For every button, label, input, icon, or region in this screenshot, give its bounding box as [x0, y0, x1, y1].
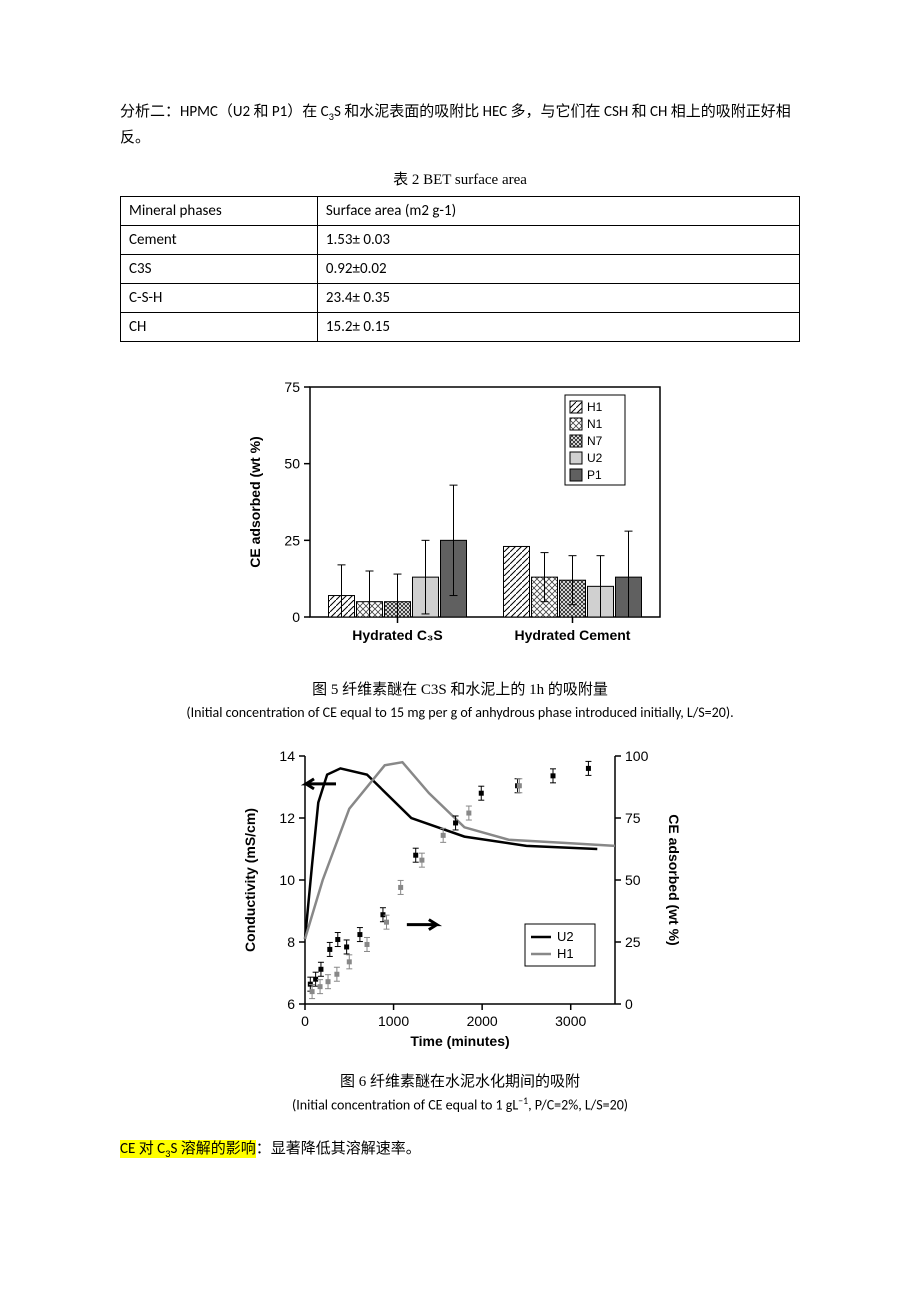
table-cell: C-S-H	[121, 283, 318, 312]
svg-text:25: 25	[284, 532, 300, 548]
svg-text:6: 6	[287, 996, 295, 1012]
svg-text:8: 8	[287, 934, 295, 950]
svg-text:2000: 2000	[467, 1013, 498, 1029]
highlighted-paragraph: CE 对 C3S 溶解的影响：显著降低其溶解速率。	[120, 1137, 800, 1163]
figure-6: 6810121402550751000100020003000Time (min…	[120, 744, 800, 1062]
table-row: C3S 0.92±0.02	[121, 254, 800, 283]
svg-text:H1: H1	[557, 946, 574, 961]
table-cell: 15.2± 0.15	[317, 312, 799, 341]
svg-text:0: 0	[625, 996, 633, 1012]
svg-text:14: 14	[279, 748, 295, 764]
svg-text:CE adsorbed (wt %): CE adsorbed (wt %)	[247, 436, 263, 567]
fig5-subcaption: (Initial concentration of CE equal to 15…	[120, 702, 800, 724]
table-cell: 0.92±0.02	[317, 254, 799, 283]
svg-text:50: 50	[625, 872, 641, 888]
table-cell: C3S	[121, 254, 318, 283]
fig5-caption: 图 5 纤维素醚在 C3S 和水泥上的 1h 的吸附量	[120, 678, 800, 702]
svg-text:0: 0	[292, 609, 300, 625]
svg-text:N7: N7	[587, 434, 603, 448]
svg-text:Conductivity (mS/cm): Conductivity (mS/cm)	[242, 808, 258, 952]
table-cell: Surface area (m2 g-1)	[317, 196, 799, 225]
svg-text:3000: 3000	[555, 1013, 586, 1029]
svg-text:100: 100	[625, 748, 649, 764]
svg-text:CE adsorbed (wt %): CE adsorbed (wt %)	[666, 814, 682, 945]
svg-text:10: 10	[279, 872, 295, 888]
table-cell: 1.53± 0.03	[317, 225, 799, 254]
para1-a: 分析二：HPMC（U2 和 P1）在 C	[120, 103, 329, 121]
svg-text:U2: U2	[557, 929, 574, 944]
svg-text:U2: U2	[587, 451, 603, 465]
table-cell: 23.4± 0.35	[317, 283, 799, 312]
table-row: Mineral phases Surface area (m2 g-1)	[121, 196, 800, 225]
svg-text:H1: H1	[587, 400, 603, 414]
svg-text:12: 12	[279, 810, 295, 826]
svg-text:75: 75	[284, 379, 300, 395]
figure-5: 0 25 50 75 CE adsorbed (wt %) Hydrated C₃S Hyd…	[120, 372, 800, 670]
svg-text:P1: P1	[587, 468, 602, 482]
table-caption: 表 2 BET surface area	[120, 168, 800, 192]
svg-text:0: 0	[301, 1013, 309, 1029]
table-row: C-S-H 23.4± 0.35	[121, 283, 800, 312]
table-row: CH 15.2± 0.15	[121, 312, 800, 341]
svg-text:Hydrated Cement: Hydrated Cement	[515, 627, 631, 643]
svg-text:Hydrated C₃S: Hydrated C₃S	[352, 627, 443, 643]
svg-text:75: 75	[625, 810, 641, 826]
fig6-subcaption: (Initial concentration of CE equal to 1 …	[120, 1094, 800, 1117]
svg-text:50: 50	[284, 455, 300, 471]
analysis-paragraph: 分析二：HPMC（U2 和 P1）在 C3S 和水泥表面的吸附比 HEC 多，与…	[120, 100, 800, 150]
table-cell: CH	[121, 312, 318, 341]
fig6-svg: 6810121402550751000100020003000Time (min…	[235, 744, 685, 1054]
bet-table: Mineral phases Surface area (m2 g-1) Cem…	[120, 196, 800, 342]
svg-text:N1: N1	[587, 417, 603, 431]
table-cell: Cement	[121, 225, 318, 254]
svg-text:Time (minutes): Time (minutes)	[410, 1033, 509, 1049]
fig6-caption: 图 6 纤维素醚在水泥水化期间的吸附	[120, 1070, 800, 1094]
fig5-svg: 0 25 50 75 CE adsorbed (wt %) Hydrated C₃S Hyd…	[240, 372, 680, 662]
svg-text:1000: 1000	[378, 1013, 409, 1029]
svg-text:25: 25	[625, 934, 641, 950]
table-row: Cement 1.53± 0.03	[121, 225, 800, 254]
table-cell: Mineral phases	[121, 196, 318, 225]
